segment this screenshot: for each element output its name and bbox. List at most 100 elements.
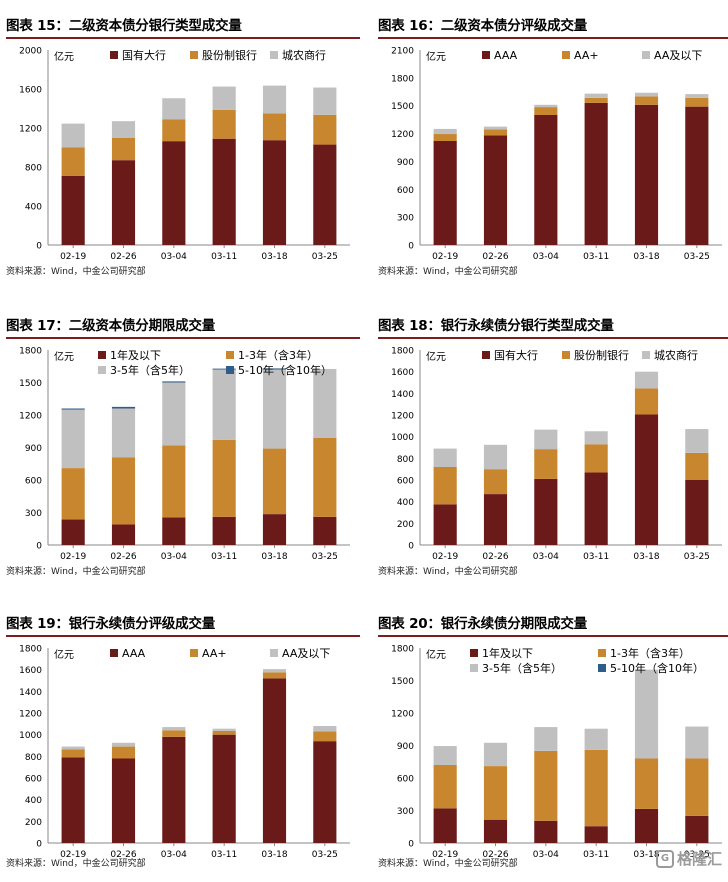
bar-segment xyxy=(534,820,558,843)
bar-segment xyxy=(584,444,608,473)
bar-segment xyxy=(534,107,558,115)
bar-segment xyxy=(534,449,558,479)
x-tick-label: 02-19 xyxy=(432,850,458,860)
bar-segment xyxy=(212,730,236,735)
bar-segment xyxy=(534,750,558,821)
y-tick-label: 600 xyxy=(397,186,414,196)
legend-label: AAA xyxy=(494,49,518,62)
x-tick-label: 03-04 xyxy=(161,850,187,860)
watermark-text: 格隆汇 xyxy=(676,850,722,868)
bar-segment xyxy=(685,726,709,759)
unit-label: 亿元 xyxy=(426,648,446,661)
chart-16-svg: 0 300 600 900 1200 1500 1800 2100 亿元 02-19 02-26 03… xyxy=(391,47,722,262)
bar-segment xyxy=(685,480,709,545)
bar-segment xyxy=(483,135,508,245)
legend-swatch xyxy=(226,351,234,359)
bar-segment xyxy=(212,109,236,139)
y-tick-label: 1600 xyxy=(391,368,414,378)
bar-segment xyxy=(111,121,136,138)
y-tick-label: 1000 xyxy=(391,433,414,443)
bar-segment xyxy=(111,160,136,245)
y-tick-label: 1800 xyxy=(19,645,42,655)
y-tick-label: 1500 xyxy=(19,379,42,389)
x-tick-label: 02-26 xyxy=(482,252,508,262)
y-tick-label: 1200 xyxy=(19,125,42,135)
bar-segment xyxy=(685,429,709,453)
x-tick-label: 03-25 xyxy=(684,850,710,860)
bar-segment xyxy=(584,728,608,750)
y-tick-label: 1500 xyxy=(391,102,414,112)
bar-segment xyxy=(262,678,287,843)
y-tick-label: 2100 xyxy=(391,47,414,57)
bar-segment xyxy=(61,757,85,843)
bar-segment xyxy=(433,467,457,505)
y-tick-label: 1600 xyxy=(19,666,42,676)
legend-swatch xyxy=(190,51,198,59)
x-tick-label: 02-19 xyxy=(60,552,86,562)
bar-segment xyxy=(534,104,558,108)
legend-label: AA及以下 xyxy=(282,647,330,660)
x-tick-label: 03-18 xyxy=(261,252,287,262)
bar-segment xyxy=(483,494,508,545)
bar-segment xyxy=(634,388,659,415)
legend-label: 1-3年（含3年） xyxy=(610,646,690,660)
x-tick-label: 02-19 xyxy=(432,252,458,262)
panel-chart-17: 图表 17：二级资本债分期限成交量 0 300 600 900 1200 1500 1800… xyxy=(6,314,360,584)
legend-label: AAA xyxy=(122,647,146,660)
bar-segment xyxy=(685,452,709,480)
unit-label: 亿元 xyxy=(426,50,446,63)
bar-segment xyxy=(433,808,457,843)
x-tick-label: 03-25 xyxy=(684,252,710,262)
title-underline xyxy=(378,37,728,39)
legend-swatch xyxy=(482,351,490,359)
bar-segment xyxy=(685,758,709,816)
bar-segment xyxy=(584,472,608,545)
panel-chart-18: 图表 18：银行永续债分银行类型成交量 0 200 400 600 800 1000 120… xyxy=(378,314,728,584)
chart-17-svg: 0 300 600 900 1200 1500 1800 亿元 02-19 02-26 03-04 0… xyxy=(19,347,350,562)
y-tick-label: 1200 xyxy=(391,412,414,422)
bar-segment xyxy=(111,742,136,747)
bar-segment xyxy=(162,517,186,545)
y-tick-label: 0 xyxy=(36,840,42,850)
legend-swatch xyxy=(642,351,650,359)
legend-label: 国有大行 xyxy=(122,48,166,62)
x-tick-label: 03-04 xyxy=(533,252,559,262)
bar-segment xyxy=(212,86,236,110)
legend-label: 5-10年（含10年） xyxy=(238,363,332,377)
legend-swatch xyxy=(98,351,106,359)
legend-label: 5-10年（含10年） xyxy=(610,661,704,675)
legend-swatch xyxy=(598,649,606,657)
bar-segment xyxy=(61,468,85,520)
bar-segment xyxy=(61,746,85,750)
bar-segment xyxy=(262,85,287,114)
source-note: 资料来源：Wind，中金公司研究部 xyxy=(378,267,518,277)
bar-segment xyxy=(162,98,186,120)
y-tick-label: 1200 xyxy=(19,710,42,720)
bar-segment xyxy=(634,92,659,97)
bar-segment xyxy=(584,97,608,103)
bar-segment xyxy=(111,137,136,161)
bar-segment xyxy=(433,504,457,545)
bar-segment xyxy=(685,815,709,843)
bar-segment xyxy=(584,102,608,245)
bar-segment xyxy=(61,409,85,469)
bar-segment xyxy=(212,516,236,545)
bar-segment xyxy=(634,758,659,809)
x-tick-label: 03-04 xyxy=(161,552,187,562)
bar-segment xyxy=(262,369,287,449)
y-tick-label: 600 xyxy=(397,477,414,487)
bar-segment xyxy=(262,672,287,679)
bar-segment xyxy=(634,808,659,843)
y-tick-label: 0 xyxy=(36,242,42,252)
legend-label: 国有大行 xyxy=(494,348,538,362)
y-tick-label: 900 xyxy=(397,158,414,168)
legend-label: 城农商行 xyxy=(654,348,698,362)
chart-title: 图表 15：二级资本债分银行类型成交量 xyxy=(6,18,242,34)
legend-swatch xyxy=(270,649,278,657)
unit-label: 亿元 xyxy=(54,350,74,363)
bar-segment xyxy=(483,444,508,470)
bar-segment xyxy=(262,514,287,545)
legend-label: 1年及以下 xyxy=(482,646,533,660)
legend-swatch xyxy=(562,51,570,59)
y-tick-label: 1600 xyxy=(19,86,42,96)
